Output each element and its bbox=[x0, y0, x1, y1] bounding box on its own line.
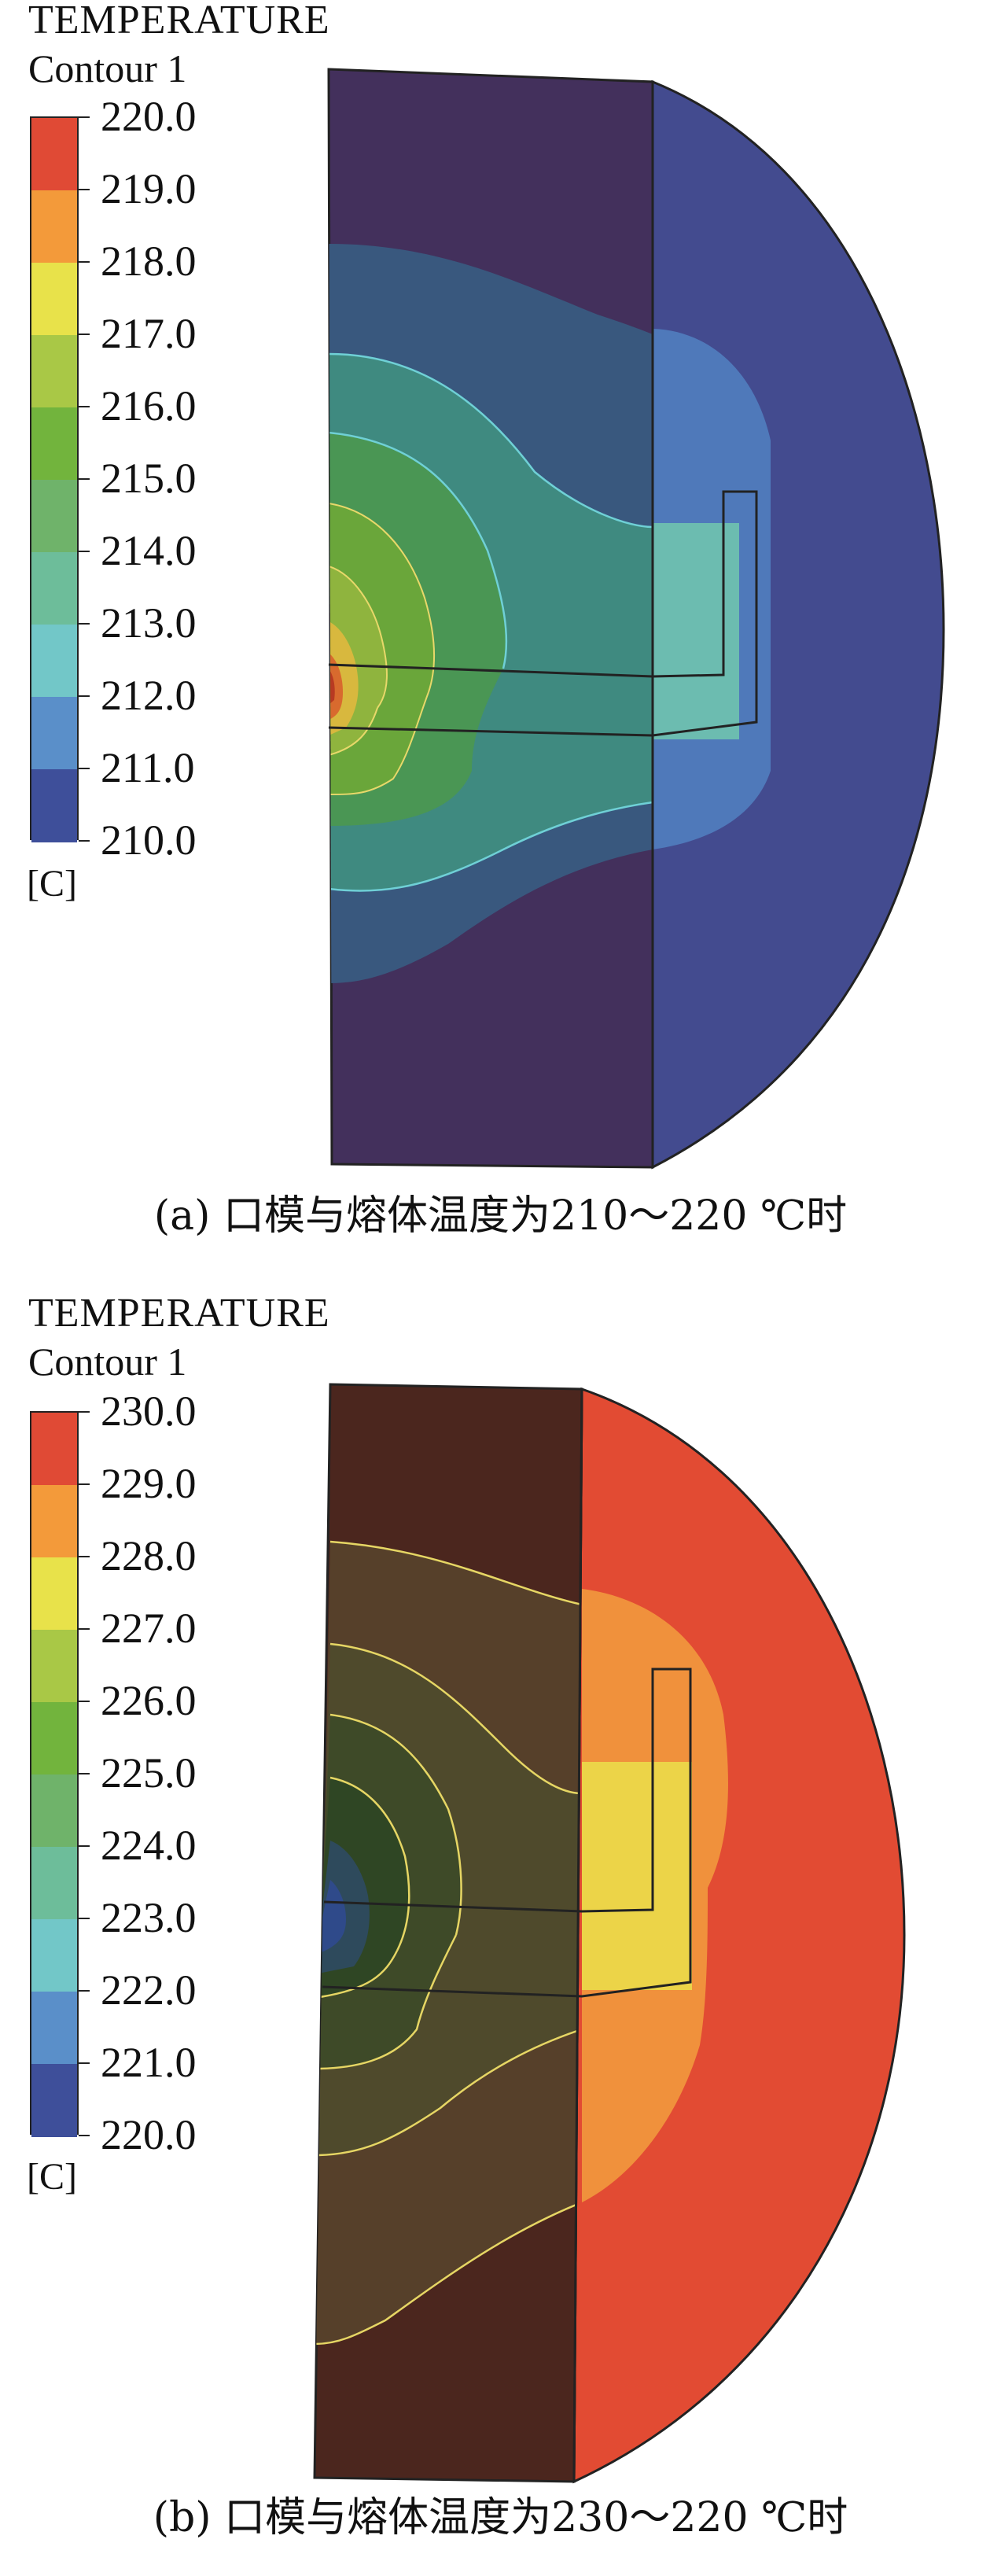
scale-tick-label: 215.0 bbox=[101, 455, 197, 502]
scale-tick-mark bbox=[79, 840, 90, 842]
scale-tick-label: 217.0 bbox=[101, 310, 197, 357]
scale-tick-mark bbox=[79, 1845, 90, 1847]
contour-band bbox=[653, 523, 739, 739]
contour-panel-a: TEMPERATURE Contour 1 220.0 219.0 218.0 217… bbox=[27, 0, 945, 1240]
scale-swatch bbox=[31, 1774, 77, 1848]
scale-tick-label: 230.0 bbox=[101, 1388, 197, 1435]
scale-swatch bbox=[31, 1992, 77, 2065]
scale-tick-mark bbox=[79, 2062, 90, 2064]
scale-swatch bbox=[31, 625, 77, 698]
scale-tick-mark bbox=[79, 2135, 90, 2136]
melt-region bbox=[651, 79, 945, 1170]
scale-tick-label: 221.0 bbox=[101, 2039, 197, 2086]
color-scale-bar bbox=[30, 1411, 79, 2137]
scale-tick-mark bbox=[79, 478, 90, 480]
scale-tick-label: 224.0 bbox=[101, 1822, 197, 1869]
scale-swatch bbox=[31, 1485, 77, 1558]
scale-swatch bbox=[31, 118, 77, 191]
scale-swatch bbox=[31, 190, 77, 263]
scale-tick-mark bbox=[79, 695, 90, 697]
scale-swatch bbox=[31, 1557, 77, 1631]
scale-swatch bbox=[31, 407, 77, 481]
scale-swatch bbox=[31, 769, 77, 842]
scale-swatch bbox=[31, 1847, 77, 1920]
scale-swatch bbox=[31, 1702, 77, 1775]
scale-subtitle: Contour 1 bbox=[28, 46, 187, 90]
scale-tick-mark bbox=[79, 551, 90, 552]
scale-title: TEMPERATURE bbox=[28, 0, 330, 42]
scale-tick-label: 223.0 bbox=[101, 1894, 197, 1941]
scale-tick-label: 219.0 bbox=[101, 165, 197, 212]
scale-swatch bbox=[31, 263, 77, 336]
scale-tick-label: 220.0 bbox=[101, 2111, 197, 2158]
unit-label: [C] bbox=[27, 2156, 77, 2198]
scale-tick-mark bbox=[79, 1701, 90, 1702]
scale-tick-label: 214.0 bbox=[101, 527, 197, 574]
scale-tick-mark bbox=[79, 261, 90, 263]
contour-band bbox=[582, 1762, 692, 1990]
figure-caption: (b) 口模与熔体温度为230～220 ℃时 bbox=[153, 2494, 848, 2541]
scale-subtitle: Contour 1 bbox=[28, 1340, 187, 1384]
scale-tick-label: 228.0 bbox=[101, 1532, 197, 1579]
scale-tick-label: 210.0 bbox=[101, 816, 197, 864]
scale-tick-label: 226.0 bbox=[101, 1677, 197, 1724]
scale-tick-mark bbox=[79, 1918, 90, 1919]
scale-tick-label: 222.0 bbox=[101, 1966, 197, 2014]
scale-swatch bbox=[31, 480, 77, 553]
temperature-contour-plot-a bbox=[327, 68, 945, 1170]
scale-tick-mark bbox=[79, 406, 90, 407]
figure-caption: (a) 口模与熔体温度为210～220 ℃时 bbox=[153, 1192, 848, 1240]
scale-tick-mark bbox=[79, 623, 90, 625]
scale-swatch bbox=[31, 697, 77, 770]
scale-tick-mark bbox=[79, 1411, 90, 1413]
scale-tick-label: 218.0 bbox=[101, 238, 197, 285]
scale-tick-mark bbox=[79, 334, 90, 335]
scale-tick-mark bbox=[79, 116, 90, 118]
scale-tick-mark bbox=[79, 189, 90, 190]
scale-swatch bbox=[31, 552, 77, 625]
scale-tick-mark bbox=[79, 1628, 90, 1630]
color-scale-bar bbox=[30, 116, 79, 842]
scale-tick-label: 211.0 bbox=[101, 744, 195, 791]
scale-tick-label: 229.0 bbox=[101, 1460, 197, 1507]
temperature-contour-plot-b bbox=[313, 1383, 906, 2484]
scale-tick-label: 227.0 bbox=[101, 1605, 197, 1652]
scale-swatch bbox=[31, 1919, 77, 1992]
scale-swatch bbox=[31, 335, 77, 408]
scale-tick-mark bbox=[79, 1556, 90, 1557]
scale-tick-label: 212.0 bbox=[101, 672, 197, 719]
scale-tick-label: 225.0 bbox=[101, 1749, 197, 1797]
scale-tick-label: 216.0 bbox=[101, 382, 197, 429]
scale-title: TEMPERATURE bbox=[28, 1291, 330, 1336]
scale-tick-label: 220.0 bbox=[101, 93, 197, 140]
contour-panel-b: TEMPERATURE Contour 1 230.0 229.0 228.0 227… bbox=[0, 1290, 1001, 2576]
scale-swatch bbox=[31, 1630, 77, 1703]
scale-swatch bbox=[31, 1413, 77, 1486]
scale-tick-mark bbox=[79, 1990, 90, 1992]
scale-tick-mark bbox=[79, 1773, 90, 1774]
scale-tick-mark bbox=[79, 768, 90, 769]
scale-swatch bbox=[31, 2064, 77, 2137]
scale-tick-mark bbox=[79, 1483, 90, 1485]
scale-tick-label: 213.0 bbox=[101, 599, 197, 647]
unit-label: [C] bbox=[27, 863, 77, 905]
